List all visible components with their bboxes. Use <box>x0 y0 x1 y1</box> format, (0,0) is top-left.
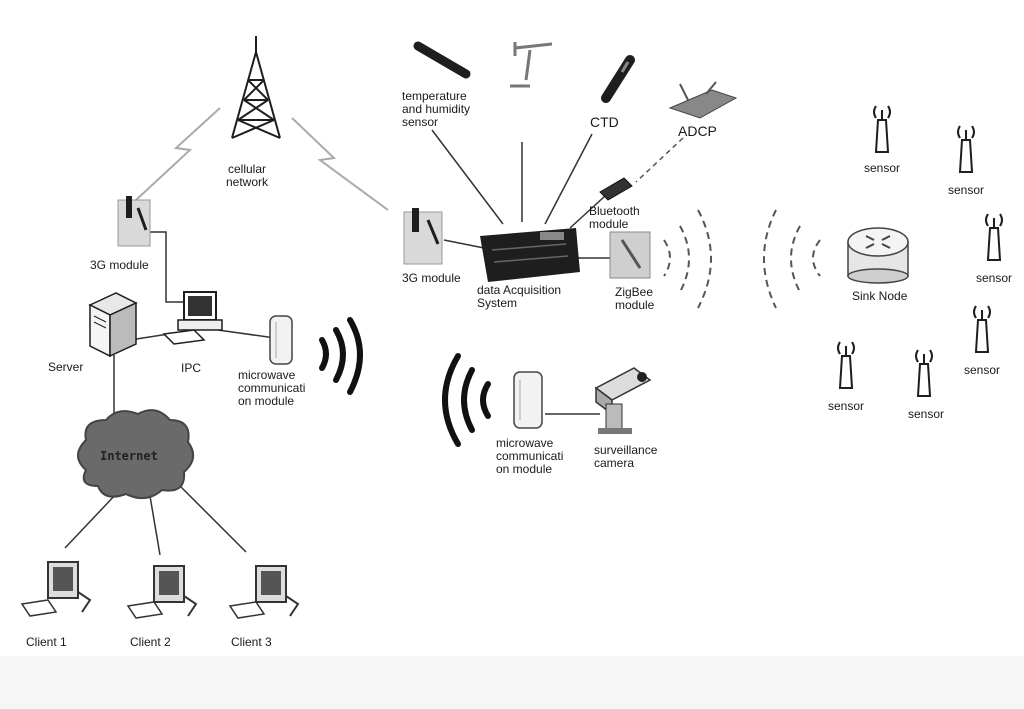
3g-module-label-left: 3G module <box>90 258 149 272</box>
link-ctd-das <box>544 133 593 225</box>
sensor-label-1: sensor <box>864 161 901 175</box>
adcp-label: ADCP <box>678 123 717 139</box>
3g-module-icon-left <box>117 196 151 247</box>
client1-label: Client 1 <box>26 635 67 649</box>
connections <box>64 129 612 556</box>
temperature-probe-icon <box>413 41 471 79</box>
internet-label: Internet <box>100 449 158 463</box>
sensor-label-5: sensor <box>828 399 865 413</box>
link-internet-client1 <box>64 491 119 549</box>
temperature-sensor-label: temperature and humidity sensor <box>402 89 471 129</box>
probe-icon <box>510 42 553 88</box>
sensor-label-2: sensor <box>948 183 985 197</box>
client3-label: Client 3 <box>231 635 272 649</box>
link-adcp-bt <box>635 137 684 183</box>
ctd-icon <box>601 55 635 103</box>
data-logger-icon <box>480 228 580 282</box>
sensor-mote-icon-5 <box>837 341 855 389</box>
microwave-label-center: microwave communicati on module <box>496 436 564 476</box>
sensor-label-4: sensor <box>964 363 1001 377</box>
link-internet-client2 <box>149 495 161 556</box>
lightning-right <box>291 117 389 211</box>
link-temp-das <box>431 129 504 225</box>
bottom-band <box>0 656 1024 709</box>
zigbee-label: ZigBee module <box>615 285 655 312</box>
microwave-label-left: microwave communicati on module <box>238 368 306 408</box>
microwave-antenna-icon-left <box>269 315 293 365</box>
pc-icon <box>162 291 223 345</box>
bluetooth-label: Bluetooth module <box>589 204 640 231</box>
sensor-mote-icon-4 <box>973 305 991 353</box>
cell-tower-icon <box>231 36 281 139</box>
lightning-left <box>135 107 221 201</box>
wireless-arcs-right <box>663 209 712 309</box>
sensor-mote-icon-1 <box>873 105 891 153</box>
bluetooth-dongle-icon <box>599 177 633 201</box>
ipc-label: IPC <box>181 361 202 375</box>
sink-node-label: Sink Node <box>852 289 908 303</box>
client-pc-icon-1 <box>20 561 92 617</box>
server-icon <box>88 292 138 358</box>
link-ipc-microwave <box>217 329 276 339</box>
zigbee-module-icon <box>609 231 651 279</box>
3g-module-label-center: 3G module <box>402 271 461 285</box>
adcp-icon <box>668 81 738 119</box>
wave-icon-center <box>442 353 491 447</box>
sensor-mote-icon-6 <box>915 349 933 397</box>
surveillance-camera-label: surveillance camera <box>594 443 658 470</box>
client2-label: Client 2 <box>130 635 171 649</box>
link-bt-das <box>569 195 606 229</box>
microwave-antenna-icon-center <box>513 371 543 429</box>
sensor-mote-icon-2 <box>957 125 975 173</box>
3g-module-icon-center <box>403 208 443 265</box>
wireless-arcs-left <box>763 209 821 309</box>
sensor-mote-icon-3 <box>985 213 1003 261</box>
ctd-label: CTD <box>590 114 619 130</box>
link-3g-ipc <box>148 231 190 303</box>
client-pc-icon-2 <box>126 565 198 619</box>
sensor-mote-icons <box>837 105 1003 397</box>
cloud-icon <box>77 409 195 500</box>
link-3g-das <box>443 239 485 249</box>
data-acquisition-label: data Acquisition System <box>477 283 562 310</box>
wave-icon-left <box>319 317 363 395</box>
cellular-network-label: cellular network <box>225 162 269 189</box>
sensor-label-6: sensor <box>908 407 945 421</box>
router-icon <box>847 227 909 284</box>
client-pc-icon-3 <box>228 565 300 619</box>
link-internet-client3 <box>177 483 247 553</box>
server-label: Server <box>48 360 84 374</box>
sensor-label-3: sensor <box>976 271 1013 285</box>
camera-icon <box>594 367 652 434</box>
